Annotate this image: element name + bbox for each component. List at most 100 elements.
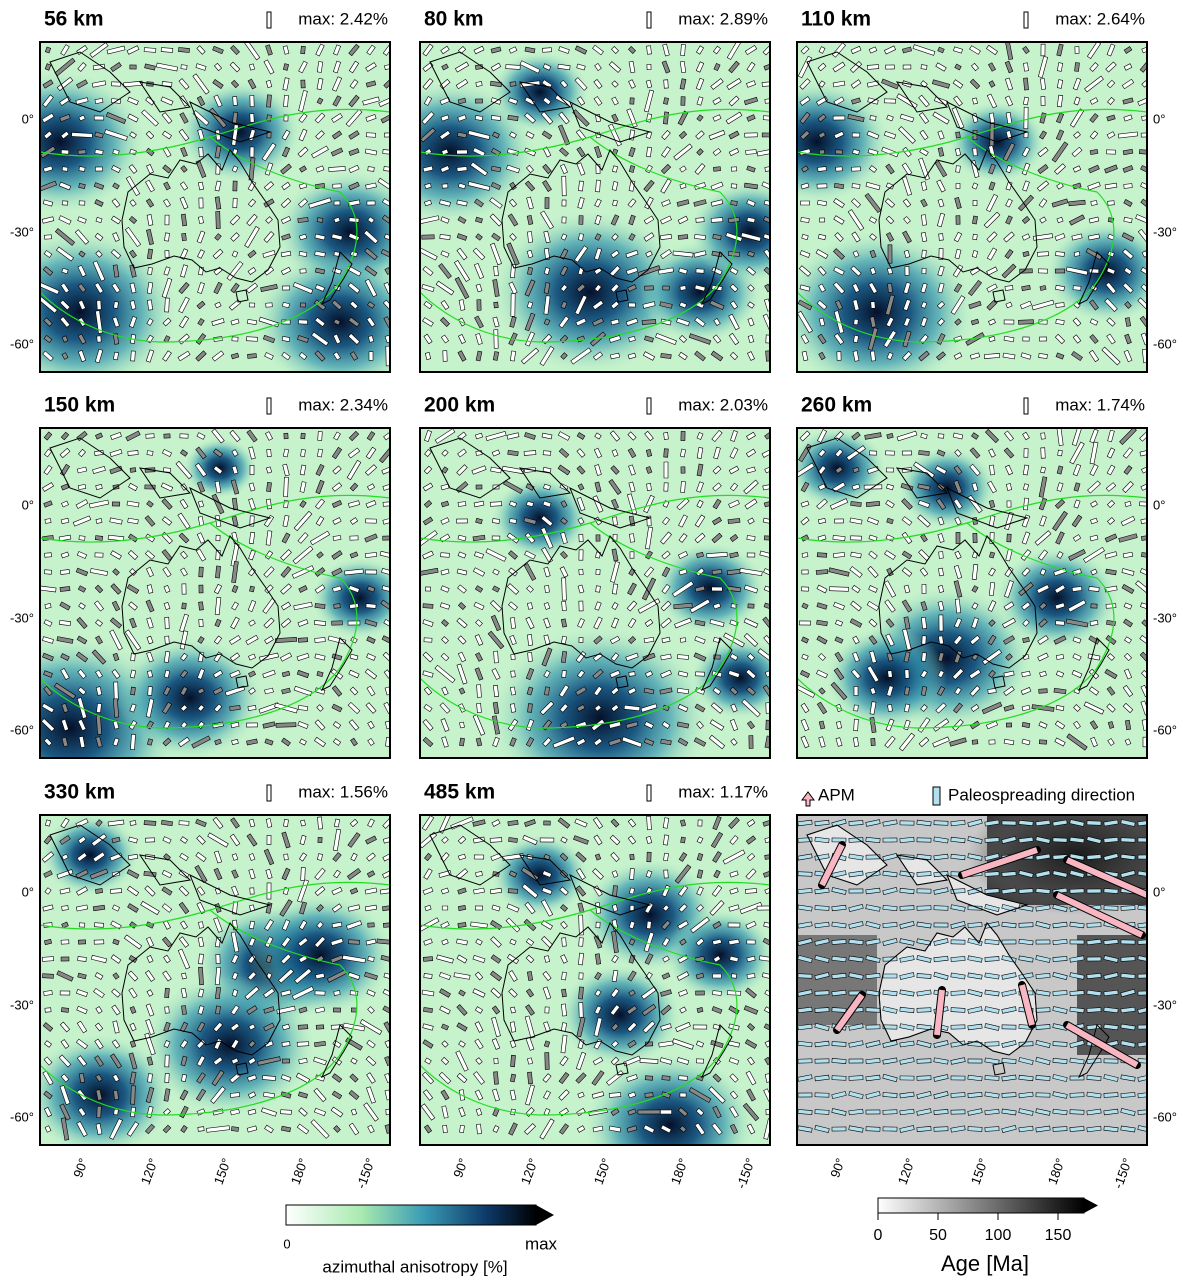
fast-axis-glyph	[527, 267, 532, 274]
fast-axis-glyph	[44, 570, 51, 575]
fast-axis-glyph	[528, 652, 533, 661]
fast-axis-glyph	[369, 352, 373, 361]
fast-axis-glyph	[266, 482, 271, 491]
fast-axis-glyph	[832, 939, 846, 944]
fast-axis-glyph	[815, 1110, 829, 1115]
max-glyph	[267, 12, 271, 28]
fast-axis-glyph	[972, 740, 978, 745]
fast-axis-glyph	[562, 670, 567, 677]
fast-axis-glyph	[731, 184, 737, 189]
fast-axis-glyph	[527, 1072, 532, 1084]
fast-axis-glyph	[801, 587, 808, 591]
max-glyph	[1024, 12, 1028, 28]
fast-axis-glyph	[815, 906, 829, 911]
fast-axis-glyph	[833, 116, 845, 120]
fast-axis-glyph	[368, 956, 375, 961]
fast-axis-glyph	[1089, 269, 1099, 273]
fast-axis-glyph	[731, 201, 738, 206]
anomaly	[560, 965, 680, 1065]
fast-axis-glyph	[854, 719, 859, 731]
fast-axis-glyph	[112, 502, 120, 506]
fast-axis-glyph	[179, 821, 189, 826]
fast-axis-glyph	[114, 1109, 119, 1115]
fast-axis-glyph	[334, 201, 340, 205]
fast-axis-glyph	[508, 889, 518, 894]
fast-axis-glyph	[457, 166, 467, 171]
fast-axis-glyph	[712, 587, 723, 591]
fast-axis-glyph	[60, 586, 70, 591]
fast-axis-glyph	[802, 570, 808, 574]
anomaly	[692, 638, 788, 718]
fast-axis-glyph	[905, 267, 909, 276]
fast-axis-glyph	[1138, 855, 1152, 859]
fast-axis-glyph	[934, 821, 948, 826]
fast-axis-glyph	[542, 48, 551, 53]
fast-axis-glyph	[1121, 838, 1135, 843]
fast-axis-glyph	[1023, 337, 1029, 341]
fast-axis-glyph	[267, 835, 271, 844]
fast-axis-glyph	[494, 1072, 499, 1085]
fast-axis-glyph	[246, 337, 257, 342]
fast-axis-glyph	[165, 988, 170, 998]
fast-axis-glyph	[508, 837, 517, 842]
fast-axis-glyph	[836, 167, 843, 171]
fast-axis-glyph	[747, 974, 755, 979]
fast-axis-glyph	[968, 1041, 982, 1046]
fast-axis-glyph	[917, 1059, 931, 1064]
fast-axis-glyph	[62, 167, 68, 172]
fast-axis-glyph	[762, 81, 774, 86]
fast-axis-glyph	[985, 838, 999, 843]
fast-axis-glyph	[1124, 184, 1133, 189]
fast-axis-glyph	[728, 518, 740, 523]
fast-axis-glyph	[509, 519, 516, 524]
fast-axis-glyph	[579, 1002, 583, 1017]
fast-axis-glyph	[921, 215, 926, 226]
lon-label: -150°	[1110, 1156, 1135, 1190]
fast-axis-glyph	[903, 65, 911, 69]
fast-axis-glyph	[951, 1110, 965, 1114]
panel-max: max: 2.03%	[678, 395, 768, 414]
fast-axis-glyph	[78, 150, 86, 155]
fast-axis-glyph	[298, 1025, 308, 1030]
fast-axis-glyph	[888, 704, 893, 711]
lat-label: -60°	[1153, 722, 1177, 737]
lat-label: -30°	[1153, 610, 1177, 625]
fast-axis-glyph	[630, 98, 634, 104]
fast-axis-glyph	[250, 95, 254, 106]
fast-axis-glyph	[1073, 286, 1081, 291]
colorbar-title: Age [Ma]	[941, 1251, 1029, 1276]
fast-axis-glyph	[318, 432, 323, 441]
apm-label: APM	[818, 785, 855, 804]
fast-axis-glyph	[985, 1127, 999, 1132]
lon-label: 150°	[591, 1156, 614, 1186]
fast-axis-glyph	[165, 1007, 170, 1013]
fast-axis-glyph	[951, 1076, 965, 1080]
lon-label: 180°	[288, 1156, 311, 1186]
fast-axis-glyph	[510, 82, 516, 87]
max-glyph	[1024, 398, 1028, 414]
fast-axis-glyph	[492, 519, 499, 524]
fast-axis-glyph	[216, 535, 220, 541]
fast-axis-glyph	[317, 671, 323, 676]
fast-axis-glyph	[900, 821, 914, 825]
fast-axis-glyph	[1104, 906, 1118, 911]
fast-axis-glyph	[96, 518, 102, 523]
fast-axis-glyph	[1138, 974, 1152, 978]
fast-axis-glyph	[247, 354, 256, 359]
colorbar-title: azimuthal anisotropy [%]	[322, 1257, 507, 1276]
fast-axis-glyph	[275, 637, 296, 642]
fast-axis-glyph	[799, 621, 810, 625]
fast-axis-glyph	[922, 653, 927, 662]
fast-axis-glyph	[511, 654, 515, 659]
fast-axis-glyph	[131, 1086, 136, 1105]
fast-axis-glyph	[348, 621, 360, 625]
fast-axis-glyph	[314, 620, 325, 625]
colorbar-tick-label: 100	[985, 1227, 1012, 1244]
fast-axis-glyph	[800, 201, 809, 205]
fast-axis-glyph	[990, 124, 994, 147]
fast-axis-glyph	[973, 200, 977, 205]
fast-axis-glyph	[95, 149, 103, 154]
fast-axis-glyph	[883, 1127, 897, 1131]
fast-axis-glyph	[1072, 586, 1082, 591]
anisotropy-colorbar: 0 max azimuthal anisotropy [%]	[283, 1205, 557, 1276]
